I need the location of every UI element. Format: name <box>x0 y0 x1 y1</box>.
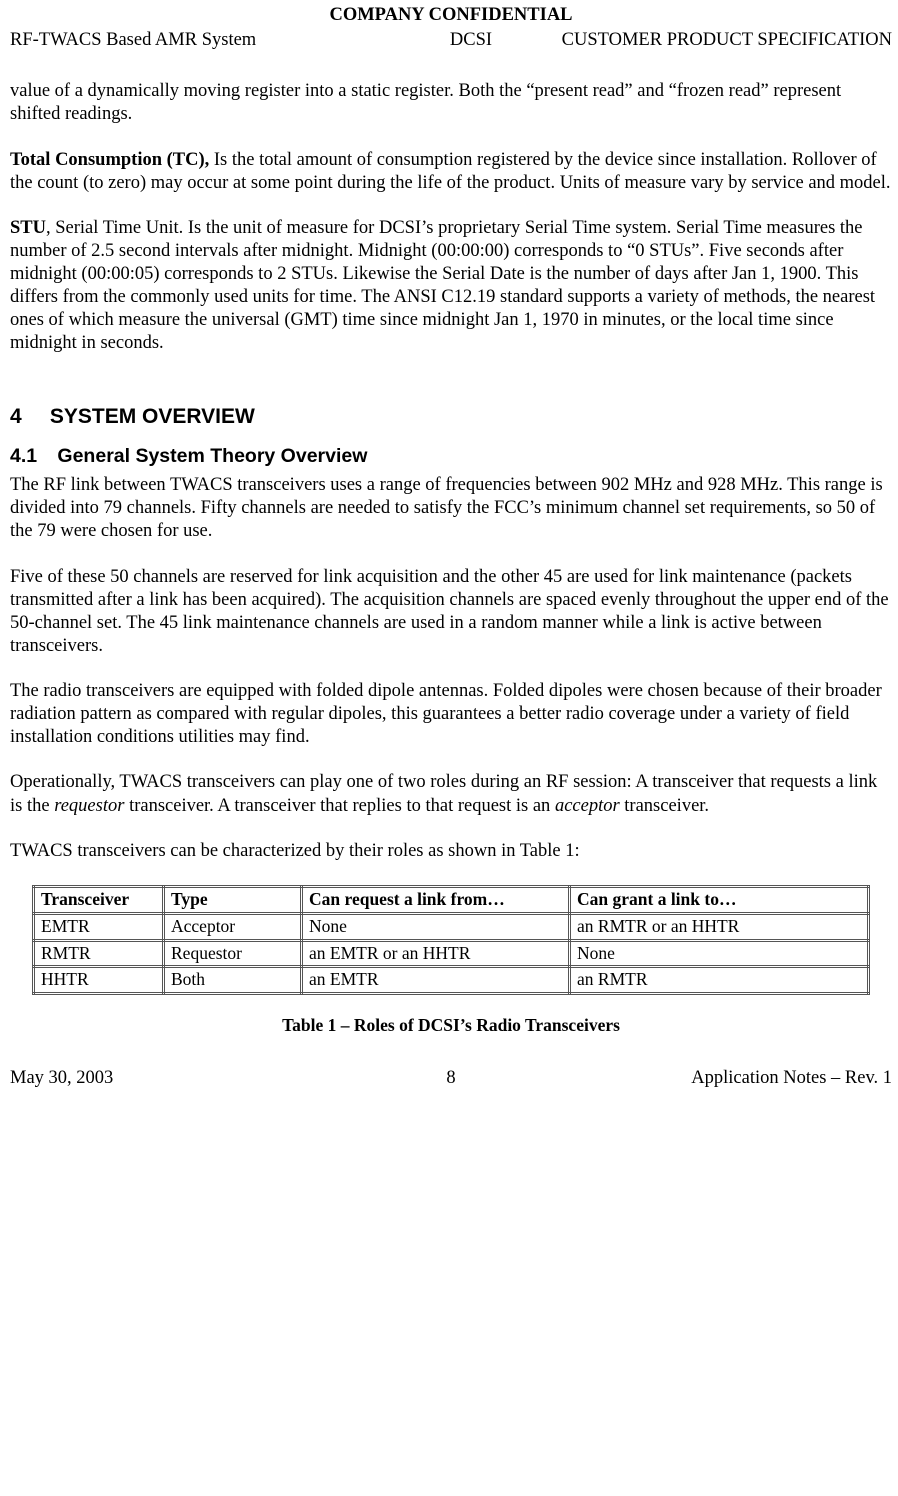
page-header: RF-TWACS Based AMR System DCSI CUSTOMER … <box>10 29 892 52</box>
section-4-title: SYSTEM OVERVIEW <box>50 405 255 428</box>
td: HHTR <box>34 967 164 994</box>
paragraph-4-1-4: Operationally, TWACS transceivers can pl… <box>10 771 892 817</box>
td: Both <box>164 967 302 994</box>
section-4-num: 4 <box>10 404 44 430</box>
section-4-1-heading: 4.1 General System Theory Overview <box>10 444 892 468</box>
td: an EMTR <box>302 967 570 994</box>
p414-acceptor: acceptor <box>555 796 620 816</box>
p414-requestor: requestor <box>54 796 124 816</box>
page-footer: May 30, 2003 8 Application Notes – Rev. … <box>10 1067 892 1090</box>
p414-mid: transceiver. A transceiver that replies … <box>124 796 555 816</box>
paragraph-tc: Total Consumption (TC), Is the total amo… <box>10 149 892 195</box>
section-4-heading: 4 SYSTEM OVERVIEW <box>10 404 892 430</box>
table-row: RMTR Requestor an EMTR or an HHTR None <box>34 940 869 967</box>
footer-date: May 30, 2003 <box>10 1067 446 1090</box>
term-stu: STU <box>10 218 46 238</box>
paragraph-carryover: value of a dynamically moving register i… <box>10 80 892 126</box>
td: an RMTR <box>570 967 869 994</box>
td: None <box>302 913 570 940</box>
td: Acceptor <box>164 913 302 940</box>
footer-page-number: 8 <box>446 1067 455 1090</box>
term-tc: Total Consumption (TC), <box>10 150 209 170</box>
paragraph-4-1-2: Five of these 50 channels are reserved f… <box>10 566 892 659</box>
td: RMTR <box>34 940 164 967</box>
section-4-1-num: 4.1 <box>10 444 52 468</box>
header-right: CUSTOMER PRODUCT SPECIFICATION <box>532 29 892 52</box>
table-header-row: Transceiver Type Can request a link from… <box>34 886 869 913</box>
paragraph-4-1-5: TWACS transceivers can be characterized … <box>10 840 892 863</box>
header-confidential: COMPANY CONFIDENTIAL <box>10 4 892 27</box>
td: an EMTR or an HHTR <box>302 940 570 967</box>
table-caption: Table 1 – Roles of DCSI’s Radio Transcei… <box>10 1015 892 1037</box>
table-row: HHTR Both an EMTR an RMTR <box>34 967 869 994</box>
th-grant: Can grant a link to… <box>570 886 869 913</box>
p414-post: transceiver. <box>620 796 709 816</box>
paragraph-4-1-1: The RF link between TWACS transceivers u… <box>10 474 892 543</box>
section-4-1-title: General System Theory Overview <box>57 445 367 467</box>
header-mid: DCSI <box>370 29 532 52</box>
td: EMTR <box>34 913 164 940</box>
header-left: RF-TWACS Based AMR System <box>10 29 370 52</box>
table-roles: Transceiver Type Can request a link from… <box>32 885 870 996</box>
th-request: Can request a link from… <box>302 886 570 913</box>
paragraph-stu: STU, Serial Time Unit. Is the unit of me… <box>10 217 892 356</box>
td: an RMTR or an HHTR <box>570 913 869 940</box>
td: Requestor <box>164 940 302 967</box>
td: None <box>570 940 869 967</box>
paragraph-4-1-3: The radio transceivers are equipped with… <box>10 680 892 749</box>
term-stu-rest: , Serial Time Unit. Is the unit of measu… <box>10 218 875 354</box>
th-type: Type <box>164 886 302 913</box>
table-row: EMTR Acceptor None an RMTR or an HHTR <box>34 913 869 940</box>
th-transceiver: Transceiver <box>34 886 164 913</box>
footer-revision: Application Notes – Rev. 1 <box>456 1067 892 1090</box>
